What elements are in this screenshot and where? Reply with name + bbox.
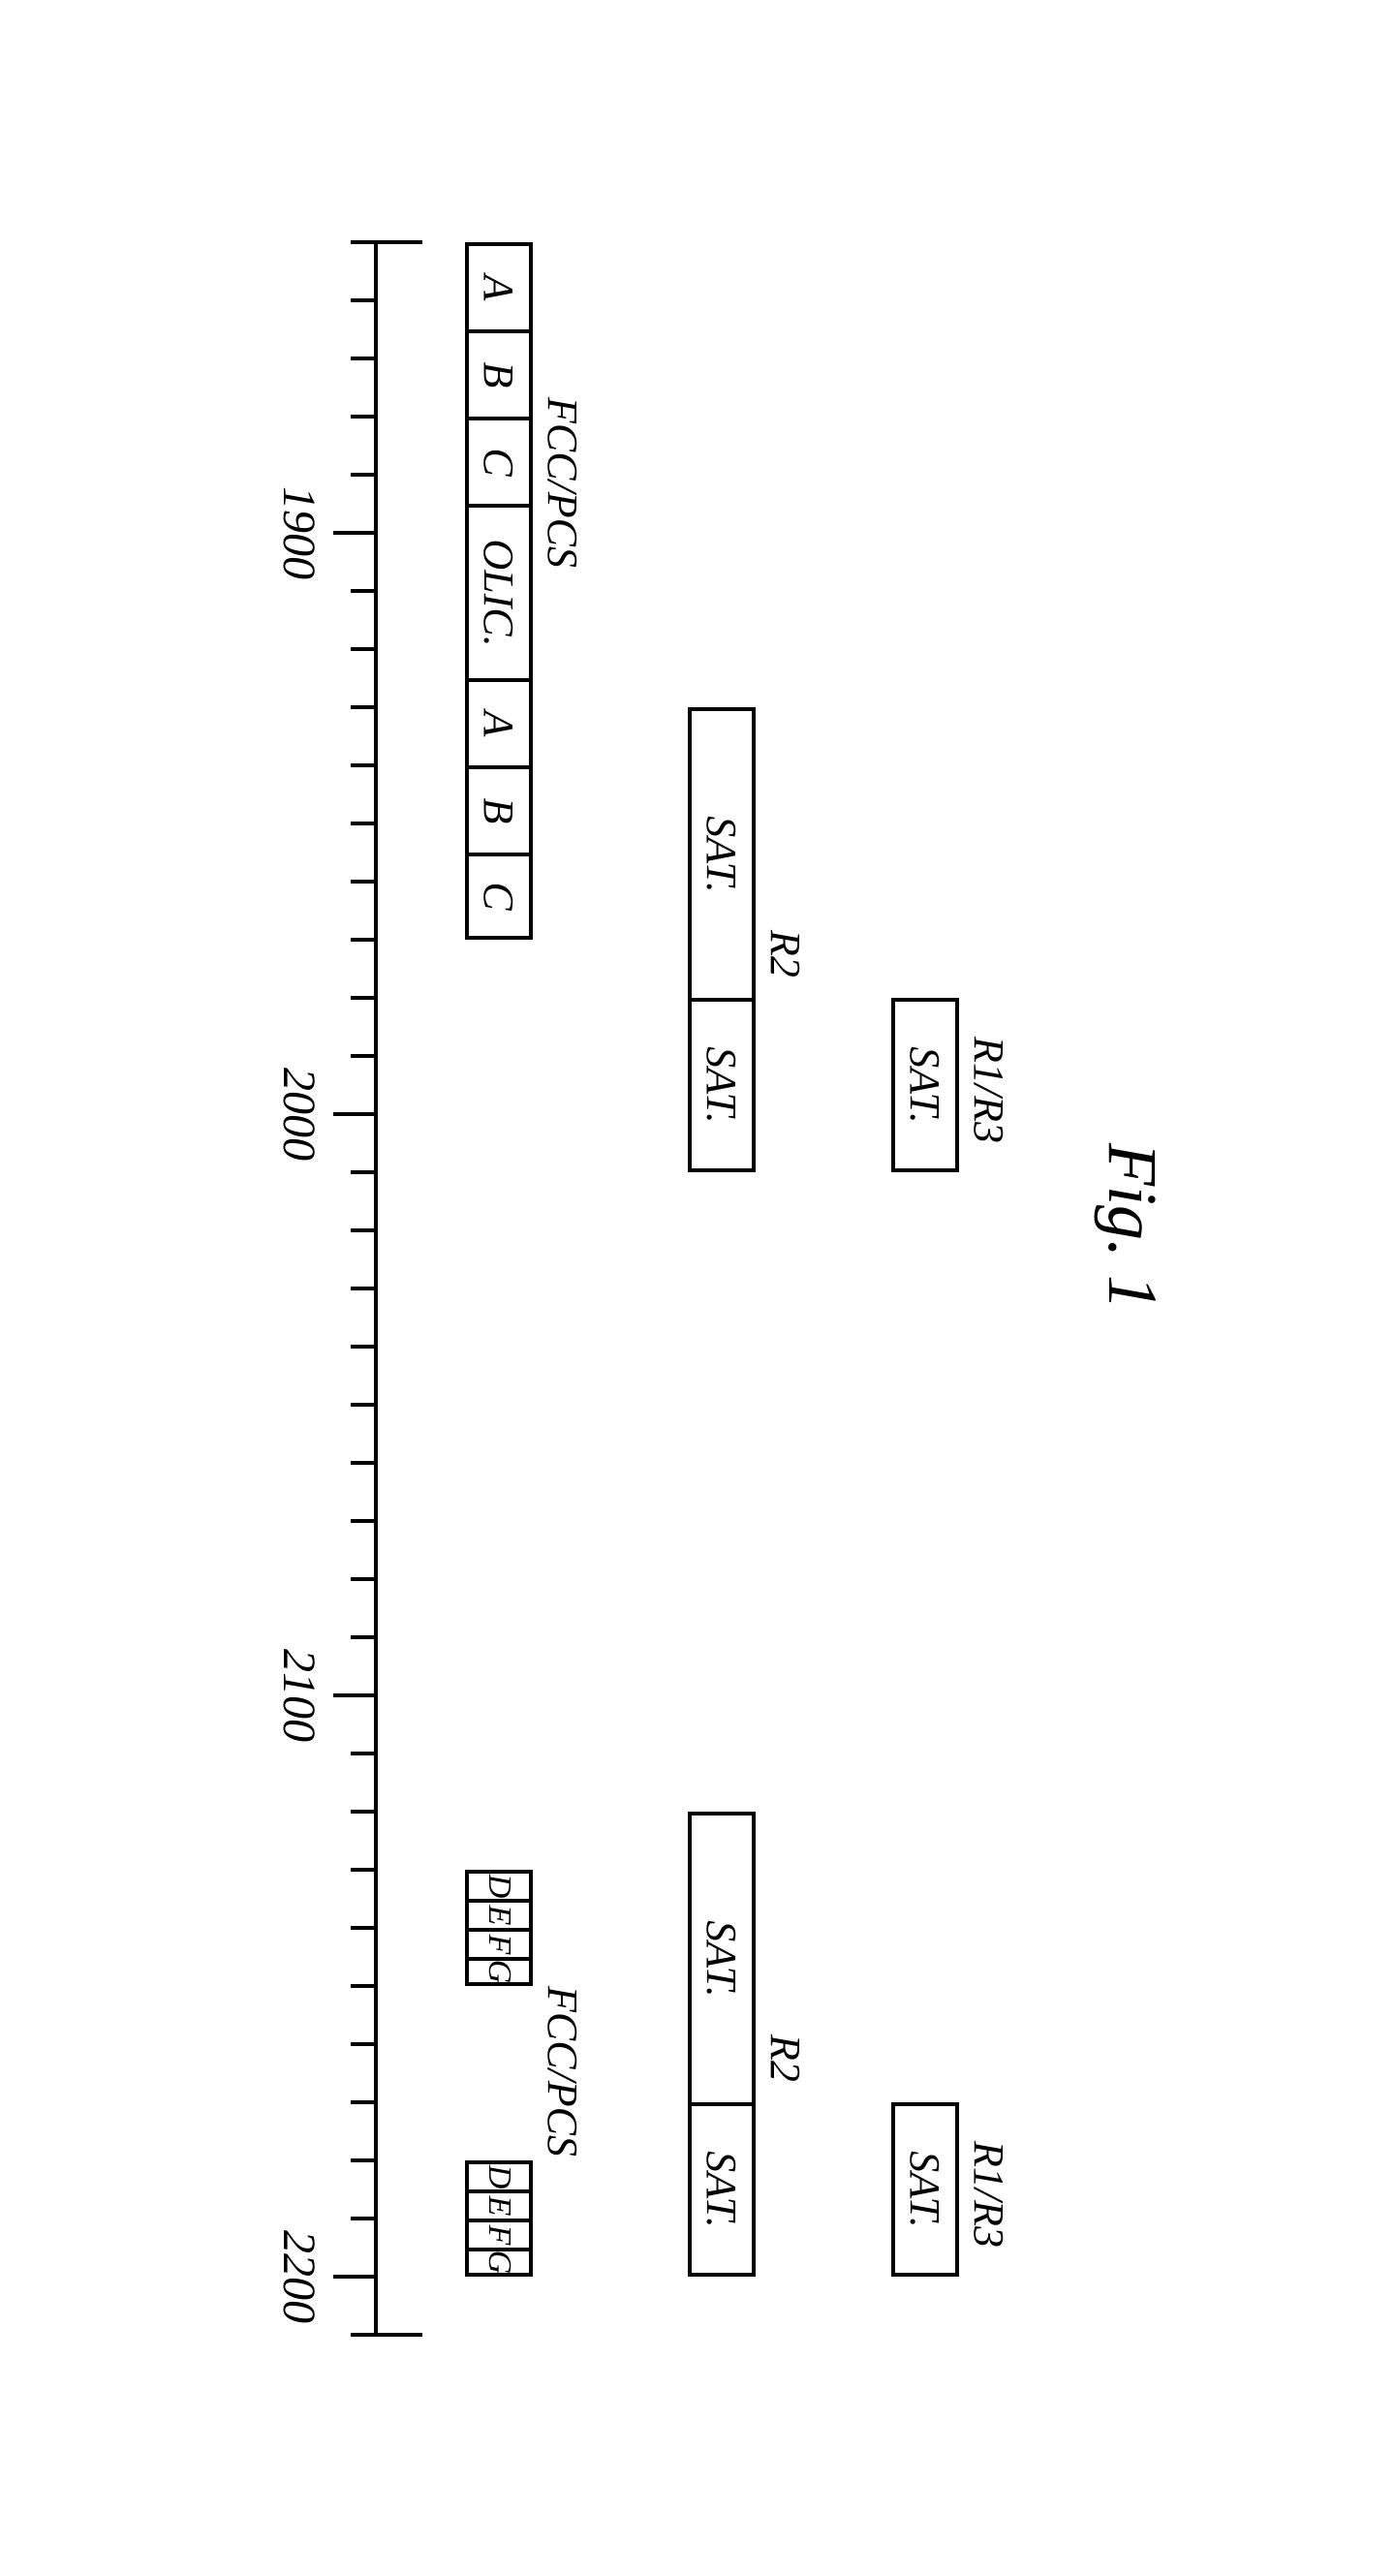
x-axis-tick-minor (351, 1170, 378, 1174)
band-r2_right: SAT.SAT. (688, 1812, 756, 2277)
x-axis-tick-minor (351, 357, 378, 360)
figure-title: Fig. 1 (1092, 1143, 1172, 1310)
band-fcc_right_a-cell-1: E (465, 1899, 533, 1928)
band-fcc_left-label: FCC/PCS (538, 397, 587, 568)
x-axis-tick-minor (351, 473, 378, 477)
band-r1r3_right-cell-0: SAT. (891, 2102, 959, 2277)
figure-stage: Fig. 1SAT.R1/R3SAT.R1/R3SAT.SAT.R2SAT.SA… (165, 126, 1230, 2451)
x-axis-tick-minor (351, 705, 378, 709)
x-axis-tick-minor (351, 822, 378, 825)
x-axis-tick-minor (351, 1752, 378, 1755)
x-axis-tick-minor (351, 763, 378, 767)
x-axis-tick-minor (351, 996, 378, 1000)
x-axis-tick-minor (351, 1810, 378, 1814)
x-axis-tick-minor (351, 2100, 378, 2104)
x-axis-tick-minor (351, 240, 378, 244)
band-fcc_left-cell-0: A (465, 242, 533, 329)
x-axis-tick-minor (351, 1345, 378, 1349)
band-r1r3_left-label: R1/R3 (964, 1037, 1013, 1143)
band-r2_right-label: R2 (760, 2034, 810, 2082)
band-fcc_right_b-cell-0: D (465, 2160, 533, 2189)
band-fcc-right-label: FCC/PCS (538, 1986, 587, 2157)
x-axis-tick-label: 2000 (272, 1068, 326, 1161)
band-fcc_left-cell-5: B (465, 765, 533, 853)
band-r2_left-cell-0: SAT. (688, 707, 756, 998)
x-axis-tick-minor (351, 2217, 378, 2220)
x-axis-tick-label: 2200 (272, 2230, 326, 2323)
x-axis-tick-minor (351, 880, 378, 884)
band-r2_left-label: R2 (760, 930, 810, 978)
band-fcc_right_b-cell-3: G (465, 2248, 533, 2277)
band-r2_left: SAT.SAT. (688, 707, 756, 1172)
x-axis-tick-minor (351, 2158, 378, 2162)
band-r1r3_right: SAT. (891, 2102, 959, 2277)
x-axis-tick-major (333, 1112, 378, 1116)
x-axis-tick-major (333, 1693, 378, 1697)
band-fcc_left-cell-6: C (465, 853, 533, 940)
x-axis-tick-minor (351, 1054, 378, 1058)
band-r1r3_right-label: R1/R3 (964, 2141, 1013, 2248)
band-fcc_right_a-cell-2: F (465, 1928, 533, 1957)
x-axis: 1900 2000 2100 2200 (223, 126, 378, 2451)
band-fcc_right_a-cell-0: D (465, 1870, 533, 1899)
x-axis-tick-minor (351, 1635, 378, 1639)
x-axis-tick-minor (351, 2333, 378, 2337)
x-axis-tick-minor (351, 1287, 378, 1290)
x-axis-tick-minor (351, 1403, 378, 1407)
x-axis-endcap (378, 2333, 422, 2337)
x-axis-tick-minor (351, 298, 378, 302)
x-axis-endcap (378, 240, 422, 244)
x-axis-tick-minor (351, 647, 378, 651)
x-axis-tick-major (333, 531, 378, 535)
x-axis-tick-label: 2100 (272, 1649, 326, 1742)
band-r2_left-cell-1: SAT. (688, 998, 756, 1172)
x-axis-tick-minor (351, 1984, 378, 1988)
band-fcc_left: ABCOLIC.ABC (465, 242, 533, 940)
x-axis-tick-minor (351, 1228, 378, 1232)
band-fcc_right_b-cell-1: E (465, 2189, 533, 2219)
x-axis-tick-minor (351, 2042, 378, 2046)
x-axis-tick-minor (351, 415, 378, 419)
band-fcc_left-cell-4: A (465, 678, 533, 765)
x-axis-tick-minor (351, 1926, 378, 1930)
band-fcc_right_a: DEFG (465, 1870, 533, 1986)
band-fcc_right_b: DEFG (465, 2160, 533, 2277)
band-fcc_right_a-cell-3: G (465, 1957, 533, 1986)
band-fcc_right_b-cell-2: F (465, 2219, 533, 2248)
band-fcc_left-cell-2: C (465, 417, 533, 504)
band-r2_right-cell-0: SAT. (688, 1812, 756, 2102)
x-axis-tick-minor (351, 1461, 378, 1465)
x-axis-tick-minor (351, 589, 378, 593)
x-axis-tick-minor (351, 1868, 378, 1872)
band-r2_right-cell-1: SAT. (688, 2102, 756, 2277)
band-fcc_left-cell-1: B (465, 329, 533, 417)
x-axis-tick-minor (351, 1519, 378, 1523)
band-r1r3_left-cell-0: SAT. (891, 998, 959, 1172)
x-axis-tick-minor (351, 938, 378, 942)
x-axis-tick-major (333, 2275, 378, 2279)
x-axis-tick-label: 1900 (272, 486, 326, 579)
band-r1r3_left: SAT. (891, 998, 959, 1172)
x-axis-tick-minor (351, 1577, 378, 1581)
band-fcc_left-cell-3: OLIC. (465, 504, 533, 678)
